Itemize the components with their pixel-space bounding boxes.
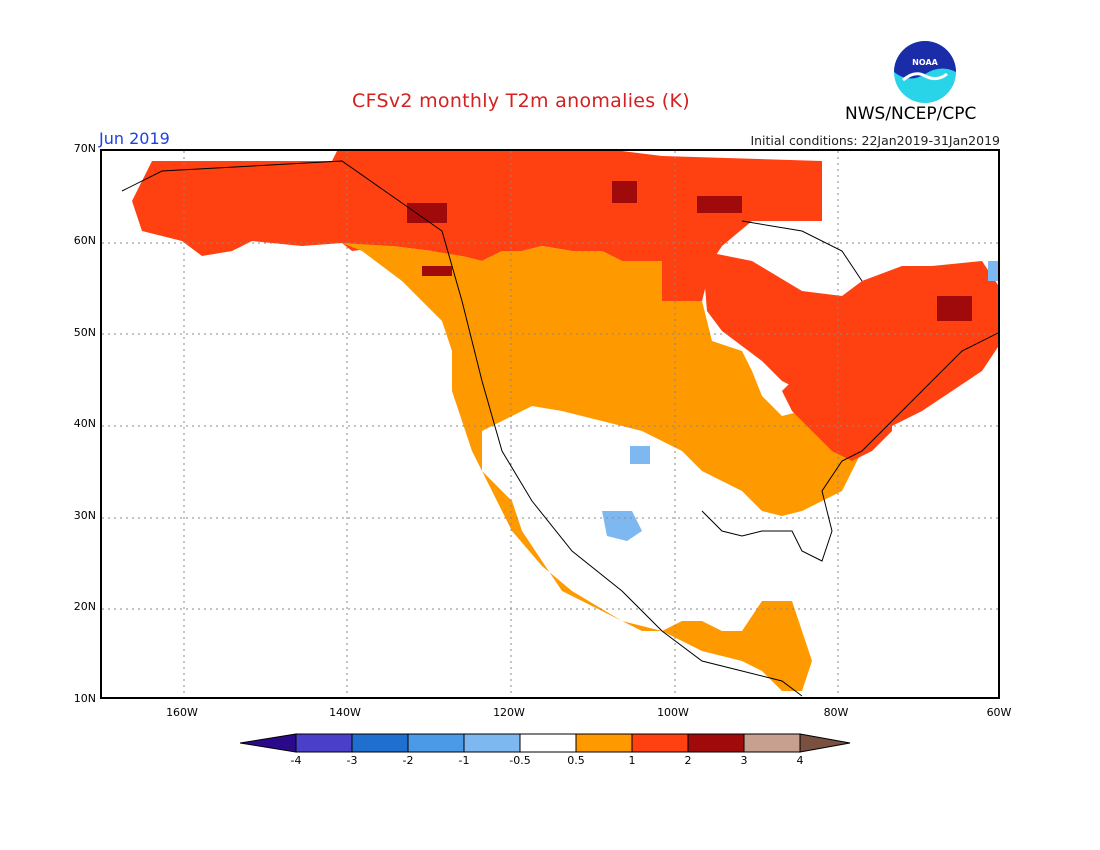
colorbar-tick-label: 4	[796, 754, 804, 767]
colorbar-tick-label: 2	[684, 754, 692, 767]
color-bin-6	[575, 733, 633, 753]
color-bin-lowest	[240, 733, 297, 753]
initial-conditions: Initial conditions: 22Jan2019-31Jan2019	[750, 133, 1000, 148]
color-bin-7	[631, 733, 689, 753]
anomaly-spot-bc	[422, 266, 452, 276]
color-bin-highest	[799, 733, 851, 753]
lat-label-60n: 60N	[73, 234, 96, 247]
lon-label-120w: 120W	[493, 706, 525, 719]
lon-label-160w: 160W	[166, 706, 198, 719]
anomaly-region-high-east-canada	[702, 251, 998, 431]
lat-label-30n: 30N	[73, 509, 96, 522]
color-bin-5	[519, 733, 577, 753]
anomaly-spot-cool-mexico	[602, 511, 642, 541]
lat-label-20n: 20N	[73, 600, 96, 613]
colorbar-tick-label: 3	[740, 754, 748, 767]
anomaly-map	[100, 149, 1000, 699]
map-title: CFSv2 monthly T2m anomalies (K)	[352, 90, 690, 112]
map-canvas	[102, 151, 998, 697]
lon-label-80w: 80W	[823, 706, 849, 719]
anomaly-spot-cool-ne	[988, 261, 998, 281]
lon-label-60w: 60W	[986, 706, 1012, 719]
anomaly-spot-hudson-west	[697, 196, 742, 213]
lat-label-70n: 70N	[73, 142, 96, 155]
gridlines	[102, 151, 998, 697]
lat-label-10n: 10N	[73, 692, 96, 705]
color-scale-bar	[240, 733, 851, 753]
color-bin-1	[295, 733, 353, 753]
anomaly-region-high-north	[132, 151, 822, 301]
colorbar-tick-label: 1	[628, 754, 636, 767]
color-bin-3	[407, 733, 465, 753]
lat-label-40n: 40N	[73, 417, 96, 430]
anomaly-region-moderate-conus	[342, 243, 872, 691]
colorbar-tick-label: 0.5	[567, 754, 585, 767]
color-bin-9	[743, 733, 801, 753]
color-bin-2	[351, 733, 409, 753]
logo-text: NOAA	[912, 58, 938, 67]
anomaly-spot-labrador	[937, 296, 972, 321]
lat-label-50n: 50N	[73, 326, 96, 339]
anomaly-region-high-northeast-us	[782, 371, 892, 461]
lon-label-140w: 140W	[329, 706, 361, 719]
organization-label: NWS/NCEP/CPC	[845, 104, 977, 124]
colorbar-tick-label: -4	[290, 754, 302, 767]
colorbar-tick-label: -3	[346, 754, 358, 767]
color-bin-4	[463, 733, 521, 753]
coastline	[121, 160, 998, 697]
anomaly-spot-yukon	[407, 203, 447, 223]
anomaly-spot-nwt	[612, 181, 637, 203]
colorbar-tick-label: -1	[458, 754, 470, 767]
colorbar-tick-label: -2	[402, 754, 414, 767]
noaa-logo: NOAA	[893, 40, 957, 104]
color-bin-8	[687, 733, 745, 753]
colorbar-tick-label: -0.5	[509, 754, 531, 767]
forecast-month: Jun 2019	[99, 129, 170, 148]
lon-label-100w: 100W	[657, 706, 689, 719]
anomaly-spot-cool-nm	[630, 446, 650, 464]
